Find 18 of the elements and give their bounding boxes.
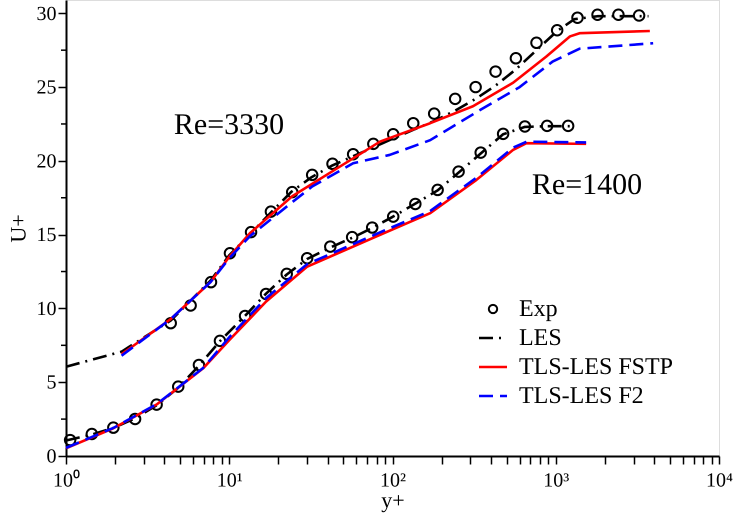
x-tick-label: 10³ (543, 470, 570, 492)
legend-label: TLS-LES FSTP (519, 354, 674, 380)
y-tick-label: 10 (36, 298, 56, 320)
y-axis-title: U+ (6, 214, 30, 243)
y-tick-label: 0 (46, 446, 56, 468)
legend-label: TLS-LES F2 (519, 383, 644, 409)
y-tick-label: 20 (36, 150, 56, 172)
legend-label: LES (519, 325, 562, 351)
legend-label: Exp (519, 296, 558, 322)
y-tick-label: 5 (46, 372, 56, 394)
y-tick-label: 25 (36, 76, 56, 99)
x-tick-label: 10⁴ (706, 470, 733, 492)
y-tick-label: 30 (36, 2, 56, 25)
x-tick-label: 10⁰ (53, 468, 80, 492)
annotation: Re=1400 (532, 168, 642, 201)
y-tick-label: 15 (36, 224, 56, 246)
annotation: Re=3330 (174, 108, 284, 141)
x-tick-label: 10¹ (216, 470, 243, 492)
